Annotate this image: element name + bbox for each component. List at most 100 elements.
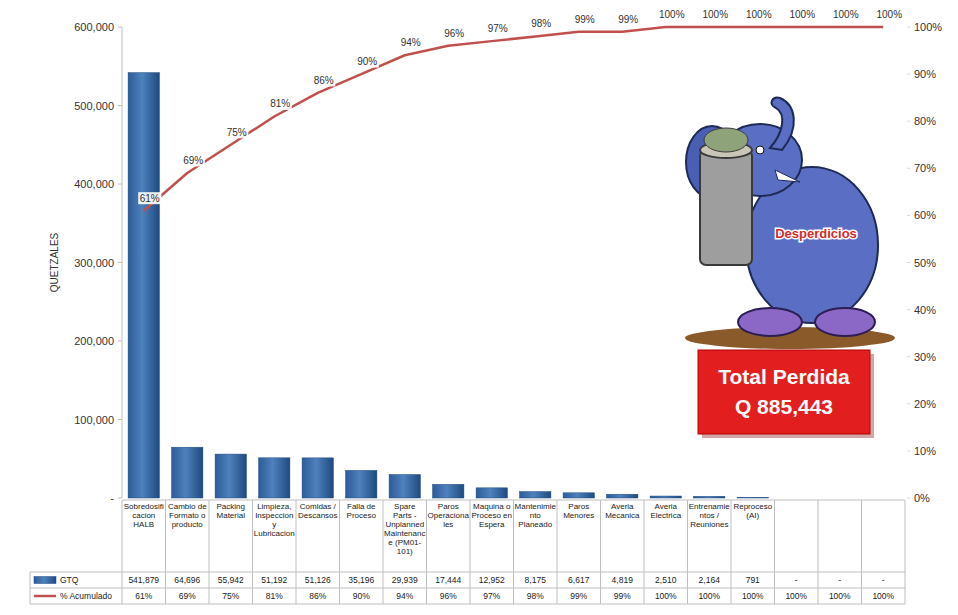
- label-patch: [701, 9, 730, 21]
- line-data-label: 75%: [227, 127, 247, 138]
- label-patch: [182, 155, 205, 167]
- table-value: 8,175: [514, 574, 558, 587]
- bar: [172, 447, 203, 498]
- bar: [302, 458, 333, 498]
- line-data-label: 100%: [702, 9, 728, 20]
- table-line: [470, 500, 471, 604]
- y2-tick-label: 40%: [914, 304, 936, 316]
- table-line: [30, 572, 905, 573]
- y-tick-label: 100,000: [74, 414, 114, 426]
- bar: [476, 488, 507, 498]
- y-tick-label: -: [110, 492, 114, 504]
- table-value: 69%: [166, 590, 210, 603]
- table-line: [383, 500, 384, 604]
- bar: [433, 484, 464, 498]
- table-line: [426, 500, 427, 604]
- table-value: 29,939: [383, 574, 427, 587]
- table-value: 541,879: [122, 574, 166, 587]
- table-value: 64,696: [166, 574, 210, 587]
- table-line: [252, 500, 253, 604]
- line-data-label: 96%: [444, 28, 464, 39]
- label-patch: [486, 23, 509, 35]
- table-value: 4,819: [601, 574, 645, 587]
- line-data-label: 94%: [401, 37, 421, 48]
- table-value: 99%: [557, 590, 601, 603]
- label-patch: [530, 18, 553, 30]
- elephant-trunk: [770, 98, 794, 150]
- y-tick: [118, 105, 122, 106]
- y2-tick: [907, 309, 910, 310]
- y2-tick-label: 70%: [914, 162, 936, 174]
- table-value: 100%: [862, 590, 906, 603]
- table-value: 791: [731, 574, 775, 587]
- table-line: [30, 604, 905, 605]
- y-tick-label: 600,000: [74, 21, 114, 33]
- label-patch: [443, 27, 466, 39]
- y2-tick-label: 60%: [914, 209, 936, 221]
- y-tick-label: 400,000: [74, 178, 114, 190]
- line-data-label: 81%: [270, 98, 290, 109]
- bar: [259, 458, 290, 498]
- table-line: [209, 500, 210, 604]
- table-value: 75%: [209, 590, 253, 603]
- category-label: [776, 502, 818, 570]
- line-labels: 61%69%75%81%86%90%94%96%97%98%99%99%100%…: [138, 9, 903, 205]
- table-value: 17,444: [427, 574, 471, 587]
- y-tick: [118, 419, 122, 420]
- y-tick: [118, 184, 122, 185]
- table-value: 97%: [470, 590, 514, 603]
- line-data-label: 100%: [789, 9, 815, 20]
- table-value: 6,617: [557, 574, 601, 587]
- total-loss-box: Total PerdidaQ 885,443: [698, 350, 874, 438]
- legend-label: % Acumulado: [60, 591, 112, 601]
- y2-tick: [907, 27, 910, 28]
- category-label: Packing Material: [210, 502, 252, 570]
- line-data-label: 69%: [183, 155, 203, 166]
- label-patch: [573, 13, 596, 25]
- waste-money: [704, 128, 748, 152]
- label-patch: [356, 56, 379, 68]
- y2-tick-label: 90%: [914, 68, 936, 80]
- category-label: Averia Electrica: [645, 502, 687, 570]
- y2-tick: [907, 356, 910, 357]
- elephant-illustration: Desperdicios: [685, 98, 895, 349]
- line-data-label: 61%: [140, 193, 160, 204]
- label-patch: [225, 126, 248, 138]
- y2-tick-label: 30%: [914, 351, 936, 363]
- table-line: [339, 500, 340, 604]
- table-value: 90%: [340, 590, 384, 603]
- table-line: [687, 500, 688, 604]
- y-tick: [118, 262, 122, 263]
- line-data-label: 99%: [618, 14, 638, 25]
- legend: GTQ% Acumulado: [34, 575, 112, 601]
- legend-swatch: [34, 577, 56, 584]
- label-patch: [875, 9, 904, 21]
- table-line: [30, 572, 31, 604]
- category-label: Mantenimiento Planeado: [515, 502, 557, 570]
- annotation: Total Perdida: [718, 365, 850, 388]
- table-line: [861, 500, 862, 604]
- y-tick-label: 300,000: [74, 257, 114, 269]
- y2-tick: [907, 498, 910, 499]
- table-value: 2,510: [644, 574, 688, 587]
- category-label: Paros Operacionales: [428, 502, 470, 570]
- table-value: 81%: [253, 590, 297, 603]
- y2-tick-label: 20%: [914, 398, 936, 410]
- y2-tick: [907, 74, 910, 75]
- category-label: Paros Menores: [558, 502, 600, 570]
- line-data-label: 100%: [746, 9, 772, 20]
- y-tick-label: 200,000: [74, 335, 114, 347]
- category-label: Sobredosificacion HALB: [123, 502, 165, 570]
- bar: [650, 496, 681, 498]
- line-data-label: 98%: [531, 18, 551, 29]
- y-tick-label: 500,000: [74, 100, 114, 112]
- table-value: 61%: [122, 590, 166, 603]
- y2-tick: [907, 215, 910, 216]
- y2-tick-label: 100%: [914, 21, 942, 33]
- category-label: Cambio de Formato o producto: [167, 502, 209, 570]
- table-value: -: [775, 574, 819, 587]
- category-label: Entrenamientos / Reuniones: [689, 502, 731, 570]
- line-data-label: 86%: [314, 75, 334, 86]
- y2-tick: [907, 403, 910, 404]
- table-value: 100%: [644, 590, 688, 603]
